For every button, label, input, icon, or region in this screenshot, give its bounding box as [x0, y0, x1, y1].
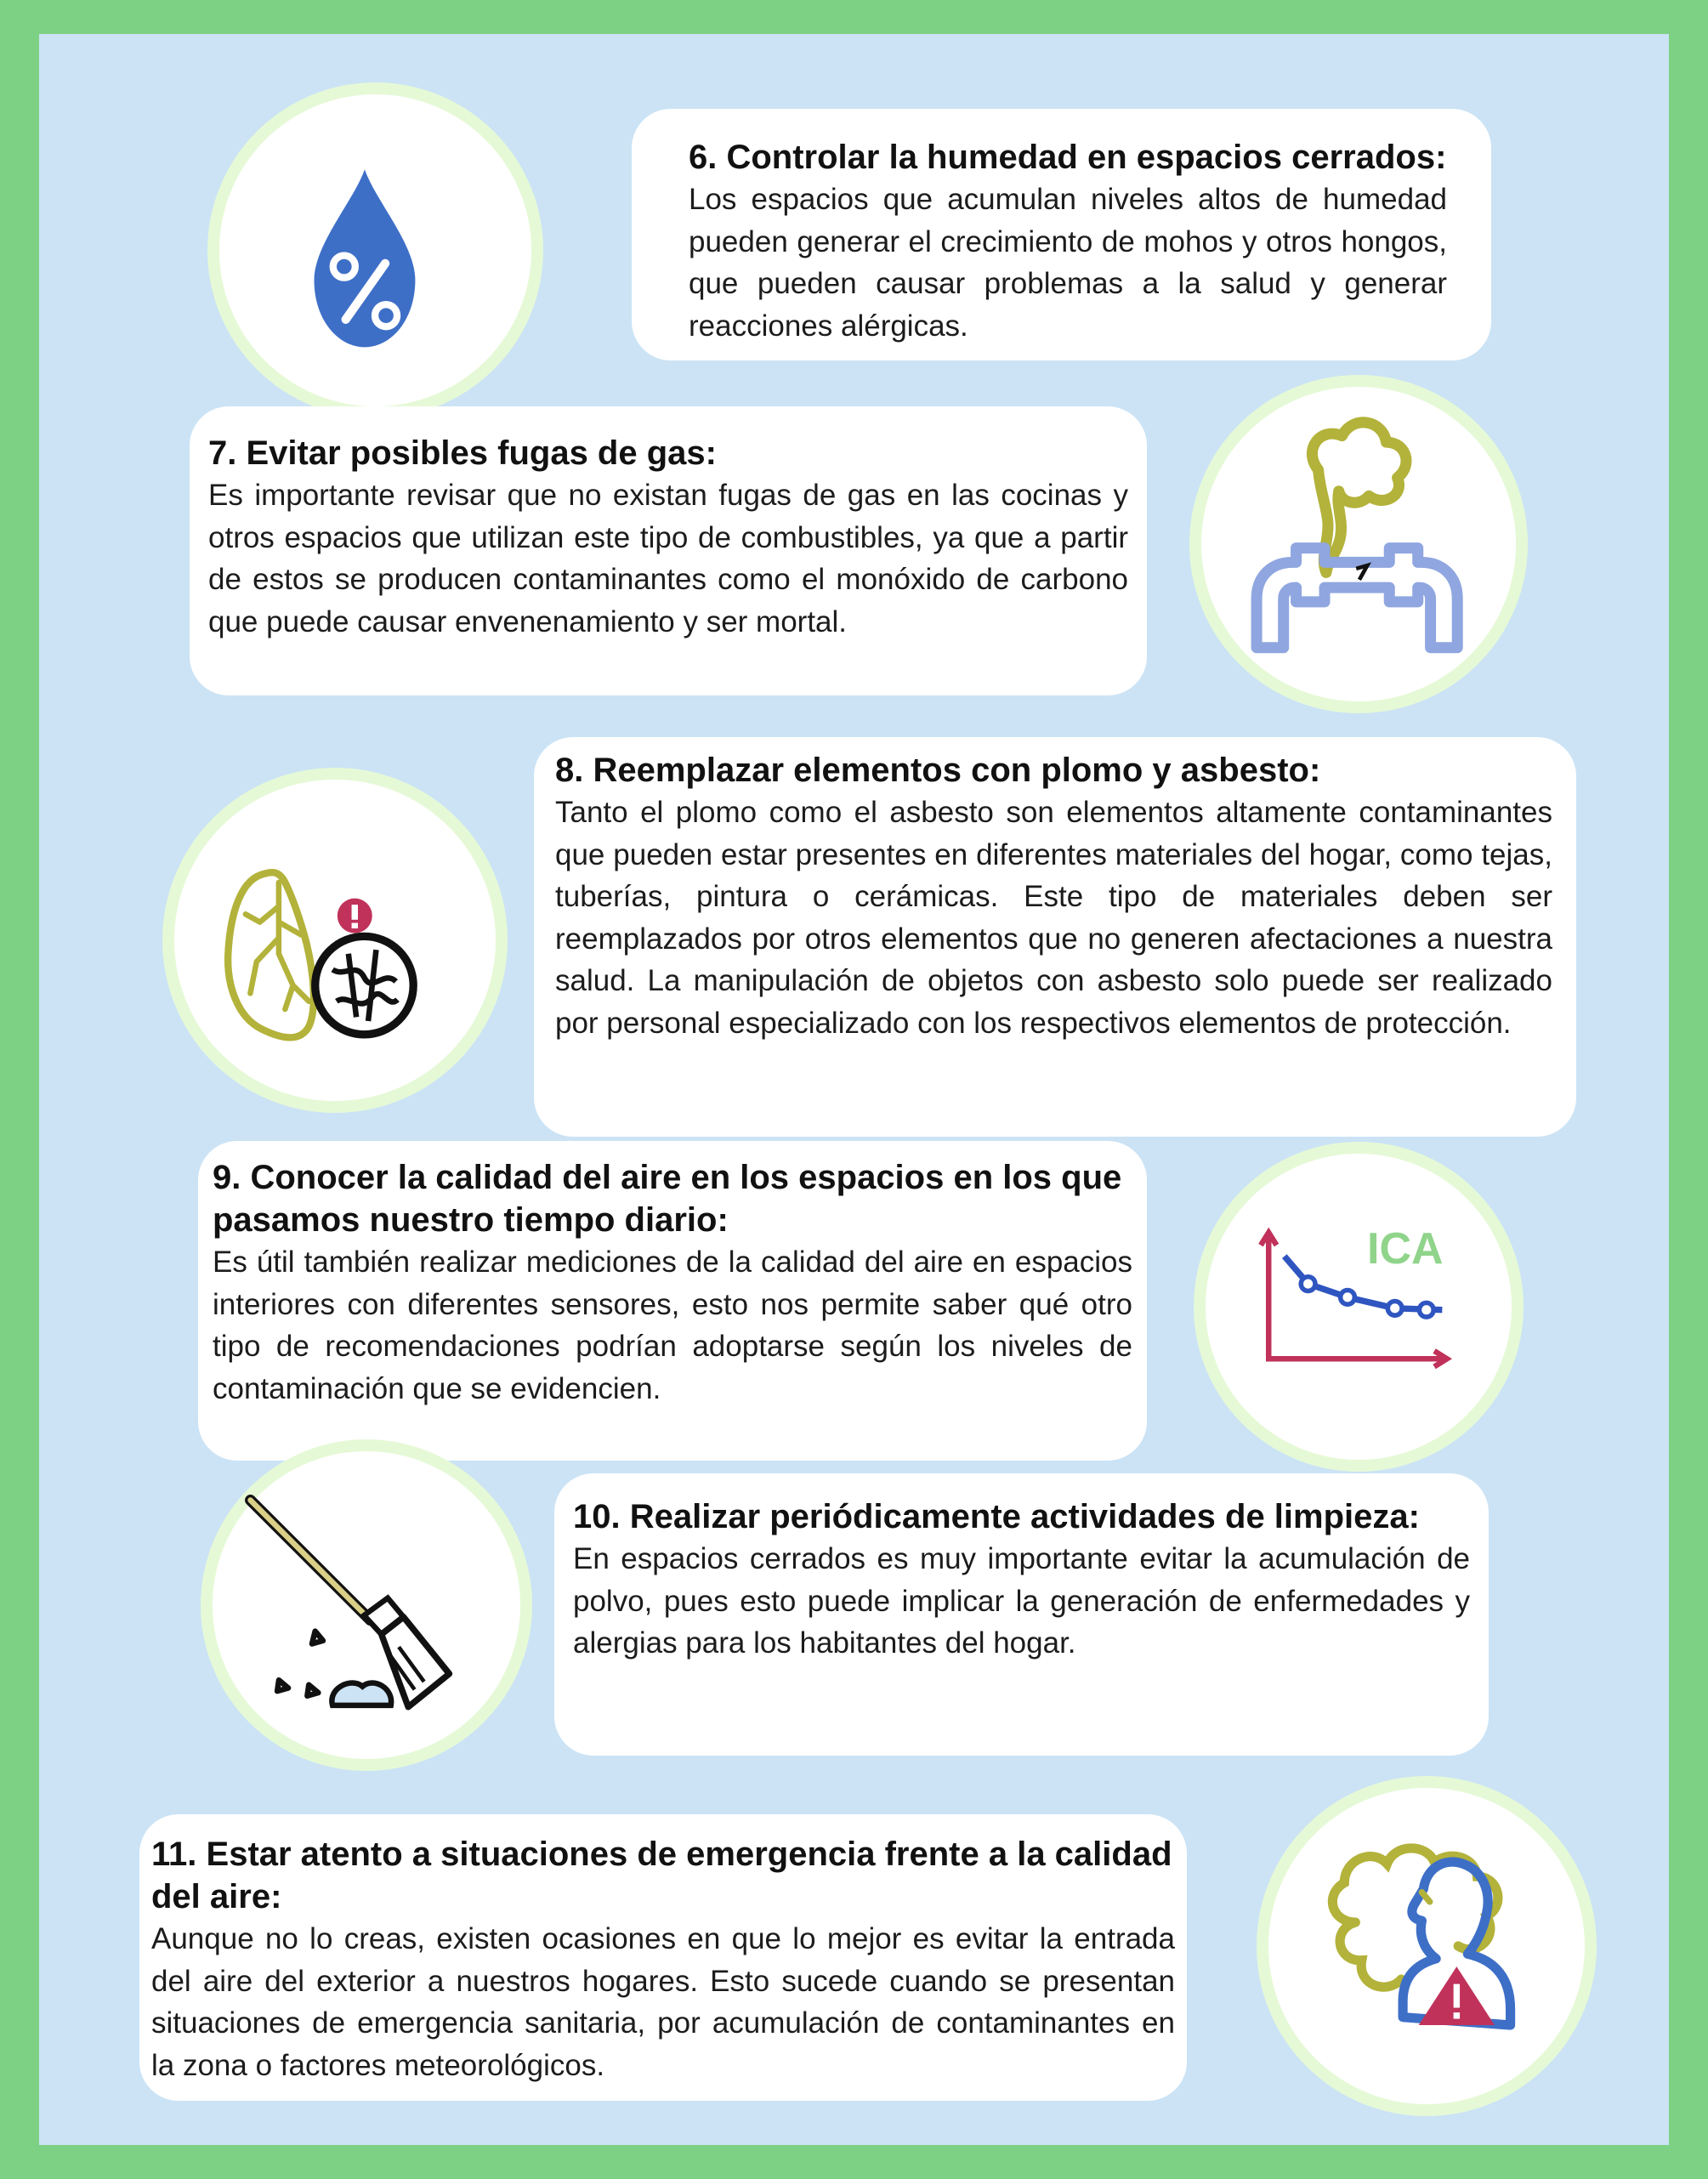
- tip-title-7: 7. Evitar posibles fugas de gas:: [208, 434, 717, 472]
- tip-title-10: 10. Realizar periódicamente actividades …: [573, 1498, 1420, 1535]
- emergency-circle: [1257, 1776, 1597, 2116]
- tip-card-11: 11. Estar atento a situaciones de emerge…: [139, 1814, 1187, 2101]
- tip-body-11: Aunque no lo creas, existen ocasiones en…: [151, 1922, 1175, 2082]
- tip-title-8: 8. Reemplazar elementos con plomo y asbe…: [555, 752, 1321, 789]
- tip-body-9: Es útil también realizar mediciones de l…: [213, 1246, 1132, 1405]
- tip-card-9: 9. Conocer la calidad del aire en los es…: [198, 1141, 1147, 1461]
- tip-card-10: 10. Realizar periódicamente actividades …: [554, 1473, 1489, 1756]
- air-quality-chart-icon: [1258, 1227, 1453, 1370]
- gas-leak-pipe-icon: [1251, 417, 1463, 654]
- gas-leak-circle: [1189, 375, 1528, 713]
- tip-body-8: Tanto el plomo como el asbesto son eleme…: [555, 796, 1552, 1040]
- lung-warning-circle: [162, 768, 508, 1113]
- tip-title-9: 9. Conocer la calidad del aire en los es…: [213, 1159, 1122, 1239]
- tip-card-7: 7. Evitar posibles fugas de gas: Es impo…: [190, 406, 1147, 695]
- tip-title-11: 11. Estar atento a situaciones de emerge…: [151, 1836, 1172, 1915]
- person-smoke-warning-icon: [1327, 1843, 1516, 2030]
- tip-card-6: 6. Controlar la humedad en espacios cerr…: [632, 109, 1491, 360]
- tip-card-8: 8. Reemplazar elementos con plomo y asbe…: [534, 737, 1576, 1137]
- infographic-panel: 6. Controlar la humedad en espacios cerr…: [39, 34, 1669, 2145]
- broom-circle: [201, 1439, 532, 1771]
- tip-body-10: En espacios cerrados es muy importante e…: [573, 1542, 1470, 1660]
- air-quality-circle: ICA: [1194, 1142, 1524, 1472]
- ica-label: ICA: [1367, 1224, 1444, 1274]
- tip-body-7: Es importante revisar que no existan fug…: [208, 479, 1128, 638]
- broom-icon: [245, 1495, 453, 1711]
- humidity-drop-icon: [314, 169, 416, 348]
- lung-warning-icon: [224, 868, 417, 1041]
- tip-title-6: 6. Controlar la humedad en espacios cerr…: [689, 139, 1447, 176]
- tip-body-6: Los espacios que acumulan niveles altos …: [689, 183, 1447, 343]
- humidity-circle: [207, 82, 543, 418]
